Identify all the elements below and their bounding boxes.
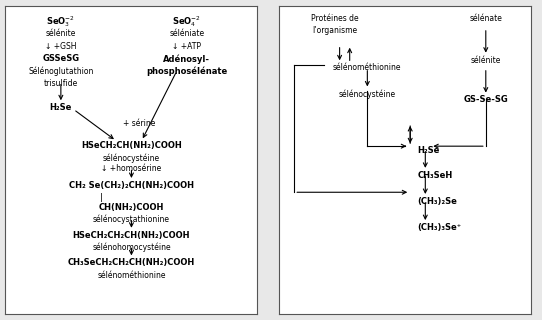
Text: Protéines de: Protéines de [311,14,358,23]
Text: l’organisme: l’organisme [312,26,357,36]
Text: sélénocystéine: sélénocystéine [339,89,396,99]
Text: CH₂ Se(CH₂)₂CH(NH₂)COOH: CH₂ Se(CH₂)₂CH(NH₂)COOH [69,181,194,190]
Text: sélénohomocystéine: sélénohomocystéine [92,242,171,252]
Text: HSeCH₂CH₂CH(NH₂)COOH: HSeCH₂CH₂CH(NH₂)COOH [73,231,190,240]
Text: SeO$_3^{-2}$: SeO$_3^{-2}$ [47,14,75,29]
Text: trisulfide: trisulfide [44,79,78,88]
Text: sélénocystathionine: sélénocystathionine [93,215,170,224]
Text: |: | [100,193,102,202]
Text: (CH₃)₃Se⁺: (CH₃)₃Se⁺ [418,223,462,232]
Text: GS-Se-SG: GS-Se-SG [463,95,508,105]
Text: Adénosyl-: Adénosyl- [163,54,210,63]
Text: CH₃SeH: CH₃SeH [418,171,453,180]
Text: H₂Se: H₂Se [50,103,72,112]
Text: sélénite: sélénite [46,29,76,38]
Text: GSSeSG: GSSeSG [42,54,80,63]
Text: sélénocystéine: sélénocystéine [103,153,160,163]
Text: H₂Se: H₂Se [418,146,440,155]
Text: séléniate: séléniate [169,29,204,38]
Text: CH₃SeCH₂CH₂CH(NH₂)COOH: CH₃SeCH₂CH₂CH(NH₂)COOH [68,258,195,267]
Text: Sélénoglutathion: Sélénoglutathion [28,66,94,76]
Text: sélénate: sélénate [469,14,502,23]
Text: phosphosélénate: phosphosélénate [146,66,228,76]
Text: ↓ +homosérine: ↓ +homosérine [101,164,162,173]
Text: HSeCH₂CH(NH₂)COOH: HSeCH₂CH(NH₂)COOH [81,141,182,150]
Text: (CH₃)₂Se: (CH₃)₂Se [418,197,457,206]
Text: sélénite: sélénite [470,56,501,65]
Text: ↓ +GSH: ↓ +GSH [45,42,76,51]
Text: ↓ +ATP: ↓ +ATP [172,42,202,51]
Text: sélénométhionine: sélénométhionine [97,271,166,280]
Text: sélénométhionine: sélénométhionine [333,63,402,72]
Text: + sérine: + sérine [123,118,155,128]
Text: SeO$_4^{-2}$: SeO$_4^{-2}$ [172,14,202,29]
Text: CH(NH₂)COOH: CH(NH₂)COOH [99,203,164,212]
